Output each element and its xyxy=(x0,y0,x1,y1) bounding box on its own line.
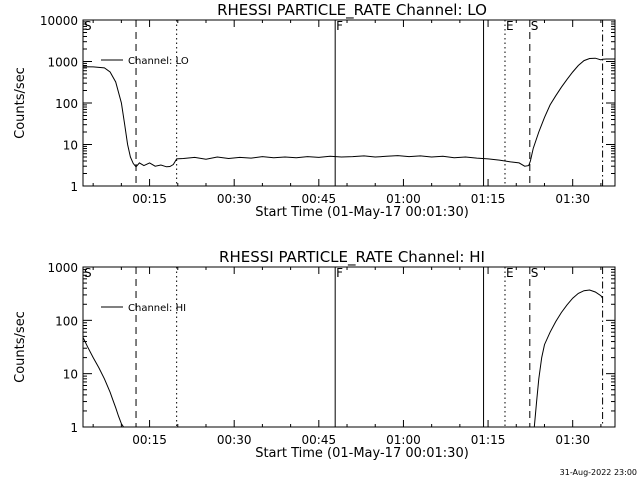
panel-2-plot-frame xyxy=(82,266,616,428)
footer-timestamp: 31-Aug-2022 23:00 xyxy=(560,468,637,477)
panel-2-y-tick-label: 1000 xyxy=(47,261,78,275)
panel-2-x-tick-label: 00:30 xyxy=(217,433,252,447)
panel-2-x-tick-label: 01:15 xyxy=(471,433,506,447)
panel-1-x-tick-label: 01:30 xyxy=(555,192,590,206)
panel-1-event-marker-4: F xyxy=(336,19,343,33)
panel-2-legend-label: Channel: HI xyxy=(128,303,186,314)
panel-2-y-tick-label: 1 xyxy=(70,421,78,435)
panel-1-legend-label: Channel: LO xyxy=(128,56,189,67)
panel-1-x-tick-label: 00:15 xyxy=(132,192,167,206)
panel-1-y-tick-label: 1000 xyxy=(47,56,78,70)
panel-2-x-tick-label: 00:45 xyxy=(302,433,337,447)
panel-1-title: RHESSI PARTICLE_RATE Channel: LO xyxy=(217,1,487,20)
panel-2-series-line-1 xyxy=(82,289,604,428)
panel-1-x-tick-label: 00:45 xyxy=(302,192,337,206)
panel-2-event-marker-1: S xyxy=(84,266,92,280)
panel-2-y-tick-label: 100 xyxy=(55,314,78,328)
panel-2-x-axis-label: Start Time (01-May-17 00:01:30) xyxy=(255,446,469,461)
panel-1-y-tick-label: 1 xyxy=(70,180,78,194)
panel-2-event-marker-6: E xyxy=(506,266,514,280)
panel-2-title: RHESSI PARTICLE_RATE Channel: HI xyxy=(219,248,485,267)
panel-1-x-tick-label: 01:15 xyxy=(471,192,506,206)
panel-2-x-tick-label: 00:15 xyxy=(132,433,167,447)
panel-2-y-tick-label: 10 xyxy=(63,368,78,382)
panel-1-x-axis-label: Start Time (01-May-17 00:01:30) xyxy=(255,205,469,220)
panel-1-y-tick-label: 100 xyxy=(55,97,78,111)
panel-1-x-tick-label: 00:30 xyxy=(217,192,252,206)
panel-2-x-tick-label: 01:00 xyxy=(386,433,421,447)
panel-1-plot-frame xyxy=(82,19,616,187)
panel-1-y-tick-label: 10 xyxy=(63,139,78,153)
panel-2-event-marker-4: F xyxy=(336,266,343,280)
panel-2-event-marker-7: S xyxy=(531,266,539,280)
panel-1-series-line-1 xyxy=(82,57,615,168)
panel-1-x-tick-label: 01:00 xyxy=(386,192,421,206)
panel-2-x-tick-label: 01:30 xyxy=(555,433,590,447)
panel-2-y-axis-label: Counts/sec xyxy=(13,311,28,383)
panel-1-y-axis-label: Counts/sec xyxy=(13,67,28,139)
panel-1-y-tick-label: 10000 xyxy=(40,14,78,28)
panel-1-event-marker-1: S xyxy=(84,19,92,33)
panel-1-event-marker-6: E xyxy=(506,19,514,33)
panel-1-event-marker-7: S xyxy=(531,19,539,33)
